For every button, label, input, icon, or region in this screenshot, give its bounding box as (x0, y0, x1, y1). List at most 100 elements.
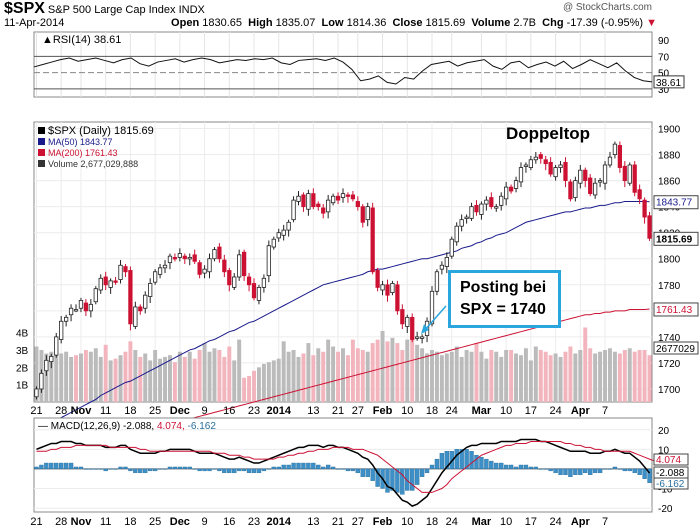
volume-bar (326, 339, 331, 402)
macd-histogram-bar (592, 468, 598, 474)
posting-callout: Posting bei SPX = 1740 (448, 270, 561, 328)
macd-histogram-bar (350, 468, 356, 472)
volume-bar (622, 350, 627, 402)
candle-body (622, 165, 627, 182)
macd-histogram-bar (266, 468, 272, 470)
macd-histogram-bar (162, 468, 168, 470)
x-axis-label: 13 (307, 405, 319, 417)
volume-bar (528, 360, 533, 402)
volume-bar (128, 341, 133, 402)
macd-frame (33, 417, 653, 513)
candle-body (573, 180, 578, 198)
volume-bar (504, 350, 509, 402)
candle-body (593, 182, 598, 196)
macd-histogram-bar (439, 453, 445, 470)
candle-body (558, 164, 563, 168)
x-axis-label-bottom: 24 (549, 516, 561, 528)
x-axis-label-bottom: 7 (602, 516, 608, 528)
candle-body (197, 262, 202, 275)
candle-body (98, 277, 103, 291)
macd-histogram-bar (414, 468, 420, 485)
candle-body (375, 270, 380, 288)
candle-body (113, 280, 118, 283)
volume-bar (400, 350, 405, 402)
x-axis-label: Nov (71, 405, 93, 417)
volume-bar (44, 353, 49, 402)
candle-body (548, 161, 553, 175)
volume-bar (612, 351, 617, 402)
volume-bar (133, 350, 138, 402)
macd-histogram-bar (143, 468, 148, 474)
x-axis-label-bottom: 21 (332, 516, 344, 528)
volume-bar (464, 350, 469, 402)
macd-histogram-bar (152, 468, 158, 472)
candle-body (538, 154, 543, 159)
macd-tick-label: -10 (658, 485, 673, 496)
candle-body (152, 271, 158, 283)
volume-bar (523, 348, 528, 402)
macd-histogram-bar (459, 449, 464, 470)
candle-body (469, 206, 474, 219)
x-axis-label: 18 (124, 405, 136, 417)
doppeltop-label: Doppeltop (506, 124, 591, 143)
candle-body (108, 280, 113, 288)
candle-body (647, 215, 652, 239)
macd-histogram-bar (98, 468, 103, 470)
candle-body (157, 267, 163, 275)
macd-histogram-bar (400, 468, 405, 495)
price-tick-label: 1740 (658, 333, 681, 344)
x-axis-label-bottom: 18 (426, 516, 438, 528)
macd-histogram-bar (538, 468, 543, 470)
volume-bar (598, 351, 603, 402)
macd-histogram-bar (607, 468, 613, 470)
volume-bar (434, 351, 439, 402)
macd-histogram-bar (345, 468, 351, 472)
candle-body (479, 203, 484, 215)
macd-histogram-bar (138, 468, 143, 474)
volume-bar (390, 337, 395, 402)
candle-body (642, 199, 647, 218)
volume-bar (227, 346, 232, 402)
rsi-legend: ▲RSI(14) 38.61 (42, 34, 121, 46)
volume-bar (78, 353, 83, 402)
price-panel: 1900188018601840182018001780176017401720… (16, 121, 699, 460)
candle-body (271, 238, 276, 248)
macd-histogram-bar (44, 462, 49, 470)
x-axis-label-bottom: 18 (124, 516, 136, 528)
price-value-box (653, 302, 699, 317)
volume-bar (425, 353, 430, 402)
macd-histogram-bar (227, 468, 232, 474)
stockcharts-credit[interactable]: @ StockCharts.com (562, 2, 652, 13)
candle-body (44, 359, 49, 372)
volume-bar (242, 377, 247, 402)
macd-histogram-bar (202, 468, 207, 472)
candle-body (415, 336, 420, 339)
macd-tick-label: -20 (658, 504, 673, 515)
candle-body (563, 161, 568, 182)
candle-body (301, 194, 306, 208)
volume-bar (69, 356, 74, 402)
macd-histogram-bar (271, 466, 276, 470)
macd-histogram-bar (59, 462, 64, 470)
volume-bar (499, 356, 504, 402)
macd-histogram-bar (410, 468, 415, 491)
x-axis-label: Feb (373, 405, 393, 417)
candle-body (429, 290, 435, 325)
candle-body (118, 264, 123, 280)
x-axis-label-bottom: 28 (55, 516, 67, 528)
price-legend-entry: $SPX (Daily) 1815.69 (48, 125, 154, 137)
chart-date: 11-Apr-2014 (4, 17, 65, 29)
volume-bar (247, 376, 252, 402)
macd-histogram-bar (588, 468, 593, 475)
macd-histogram-bar (88, 468, 94, 470)
macd-histogram-bar (177, 466, 183, 470)
volume-bar (345, 355, 350, 402)
macd-histogram-bar (63, 462, 69, 470)
x-axis-label: Apr (571, 405, 591, 417)
volume-bar (617, 353, 622, 402)
macd-histogram-bar (128, 468, 133, 472)
volume-bar (439, 355, 444, 402)
macd-histogram-bar (627, 468, 632, 472)
price-tick-label: 1800 (658, 255, 681, 266)
macd-histogram-bar (296, 462, 301, 470)
